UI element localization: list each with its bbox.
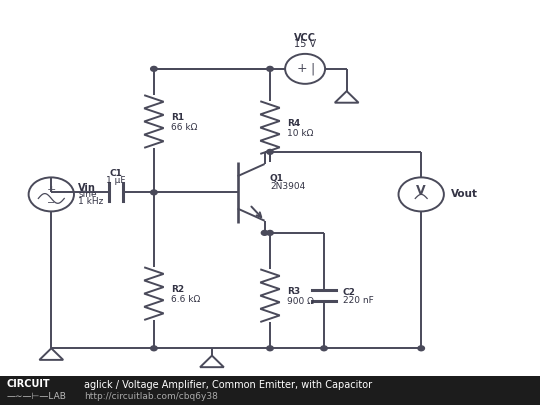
- Text: R4: R4: [287, 119, 301, 128]
- Text: CIRCUIT: CIRCUIT: [6, 379, 50, 389]
- Text: R1: R1: [171, 113, 184, 122]
- Text: 1 kHz: 1 kHz: [78, 197, 104, 206]
- Text: R3: R3: [287, 287, 300, 296]
- Text: +: +: [297, 62, 308, 75]
- Text: C1: C1: [110, 169, 123, 178]
- Text: 6.6 kΩ: 6.6 kΩ: [171, 295, 200, 304]
- Text: R2: R2: [171, 285, 184, 294]
- Text: 220 nF: 220 nF: [343, 296, 374, 305]
- Circle shape: [418, 346, 424, 351]
- Text: 2N3904: 2N3904: [270, 182, 305, 191]
- Circle shape: [267, 230, 273, 235]
- Circle shape: [321, 346, 327, 351]
- Text: 10 kΩ: 10 kΩ: [287, 129, 314, 138]
- Circle shape: [267, 149, 273, 154]
- Text: 1 μF: 1 μF: [106, 176, 126, 185]
- Text: −: −: [47, 198, 56, 208]
- Text: C2: C2: [343, 288, 356, 297]
- Text: 900 Ω: 900 Ω: [287, 297, 314, 306]
- Circle shape: [267, 346, 273, 351]
- Text: Vout: Vout: [451, 190, 478, 199]
- Circle shape: [151, 346, 157, 351]
- Circle shape: [151, 190, 157, 195]
- Text: sine: sine: [78, 190, 97, 199]
- Text: +: +: [46, 185, 56, 194]
- Text: Q1: Q1: [270, 174, 284, 183]
- Circle shape: [267, 66, 273, 71]
- Text: http://circuitlab.com/cbq6y38: http://circuitlab.com/cbq6y38: [84, 392, 218, 401]
- Text: 15 V: 15 V: [294, 39, 316, 49]
- Text: VCC: VCC: [294, 32, 316, 43]
- Text: |: |: [310, 62, 314, 75]
- Text: —∼—⊢—LAB: —∼—⊢—LAB: [6, 392, 66, 401]
- Text: aglick / Voltage Amplifier, Common Emitter, with Capacitor: aglick / Voltage Amplifier, Common Emitt…: [84, 379, 372, 390]
- Circle shape: [261, 230, 268, 235]
- Text: V: V: [416, 184, 426, 197]
- Text: 66 kΩ: 66 kΩ: [171, 123, 198, 132]
- Circle shape: [151, 66, 157, 71]
- Text: Vin: Vin: [78, 183, 96, 193]
